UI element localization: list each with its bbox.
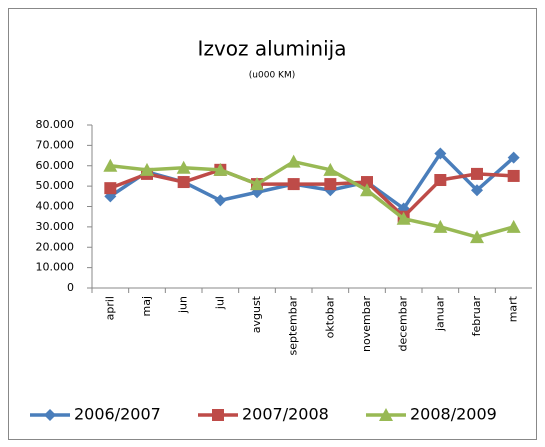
marker: [286, 154, 301, 168]
marker: [287, 178, 300, 191]
x-tick-label: maj: [140, 296, 153, 317]
series-line: [110, 159, 515, 239]
marker: [104, 182, 117, 195]
marker: [324, 178, 337, 191]
x-tick-label: jun: [177, 296, 190, 314]
y-tick-label: 30.000: [36, 220, 75, 233]
marker: [214, 194, 227, 207]
y-tick-label: 50.000: [36, 179, 75, 192]
legend-label: 2007/2008: [242, 405, 329, 424]
x-tick-label: novembar: [360, 296, 373, 352]
y-tick-label: 80.000: [36, 118, 75, 131]
x-tick-label: jul: [213, 296, 226, 310]
x-tick-label: februar: [470, 296, 483, 337]
series-line: [109, 167, 514, 220]
y-tick-label: 60.000: [36, 159, 75, 172]
y-tick-label: 0: [67, 281, 74, 294]
marker: [379, 408, 393, 421]
x-tick-label: avgust: [250, 295, 263, 333]
marker: [470, 230, 484, 244]
marker: [507, 169, 520, 182]
marker: [506, 219, 521, 233]
marker: [250, 177, 264, 191]
marker: [177, 176, 190, 189]
y-tick-label: 20.000: [36, 240, 75, 253]
marker: [176, 160, 191, 174]
marker: [433, 219, 448, 233]
chart-border: [8, 8, 537, 440]
x-tick-label: mart: [507, 295, 520, 322]
marker: [323, 162, 338, 176]
marker: [471, 184, 483, 197]
marker: [361, 176, 373, 189]
x-tick-label: januar: [433, 296, 446, 332]
marker: [360, 183, 374, 197]
y-tick-label: 10.000: [36, 261, 75, 274]
x-tick-label: septembar: [287, 296, 300, 356]
marker: [213, 162, 228, 176]
x-tick-label: decembar: [397, 296, 410, 352]
marker: [471, 167, 483, 180]
marker: [140, 162, 154, 176]
legend-label: 2006/2007: [74, 405, 161, 424]
chart-title: Izvoz aluminija: [198, 37, 347, 61]
marker: [44, 409, 56, 421]
marker: [434, 147, 447, 160]
chart-subtitle: (u000 KM): [249, 71, 295, 81]
x-tick-label: april: [103, 296, 116, 320]
marker: [396, 211, 411, 225]
y-tick-label: 40.000: [36, 200, 75, 213]
marker: [103, 158, 118, 172]
marker: [434, 174, 447, 187]
marker: [212, 409, 224, 421]
legend-label: 2008/2009: [410, 405, 497, 424]
y-tick-label: 70.000: [36, 138, 75, 151]
x-tick-label: oktobar: [323, 296, 336, 339]
marker: [507, 151, 520, 164]
